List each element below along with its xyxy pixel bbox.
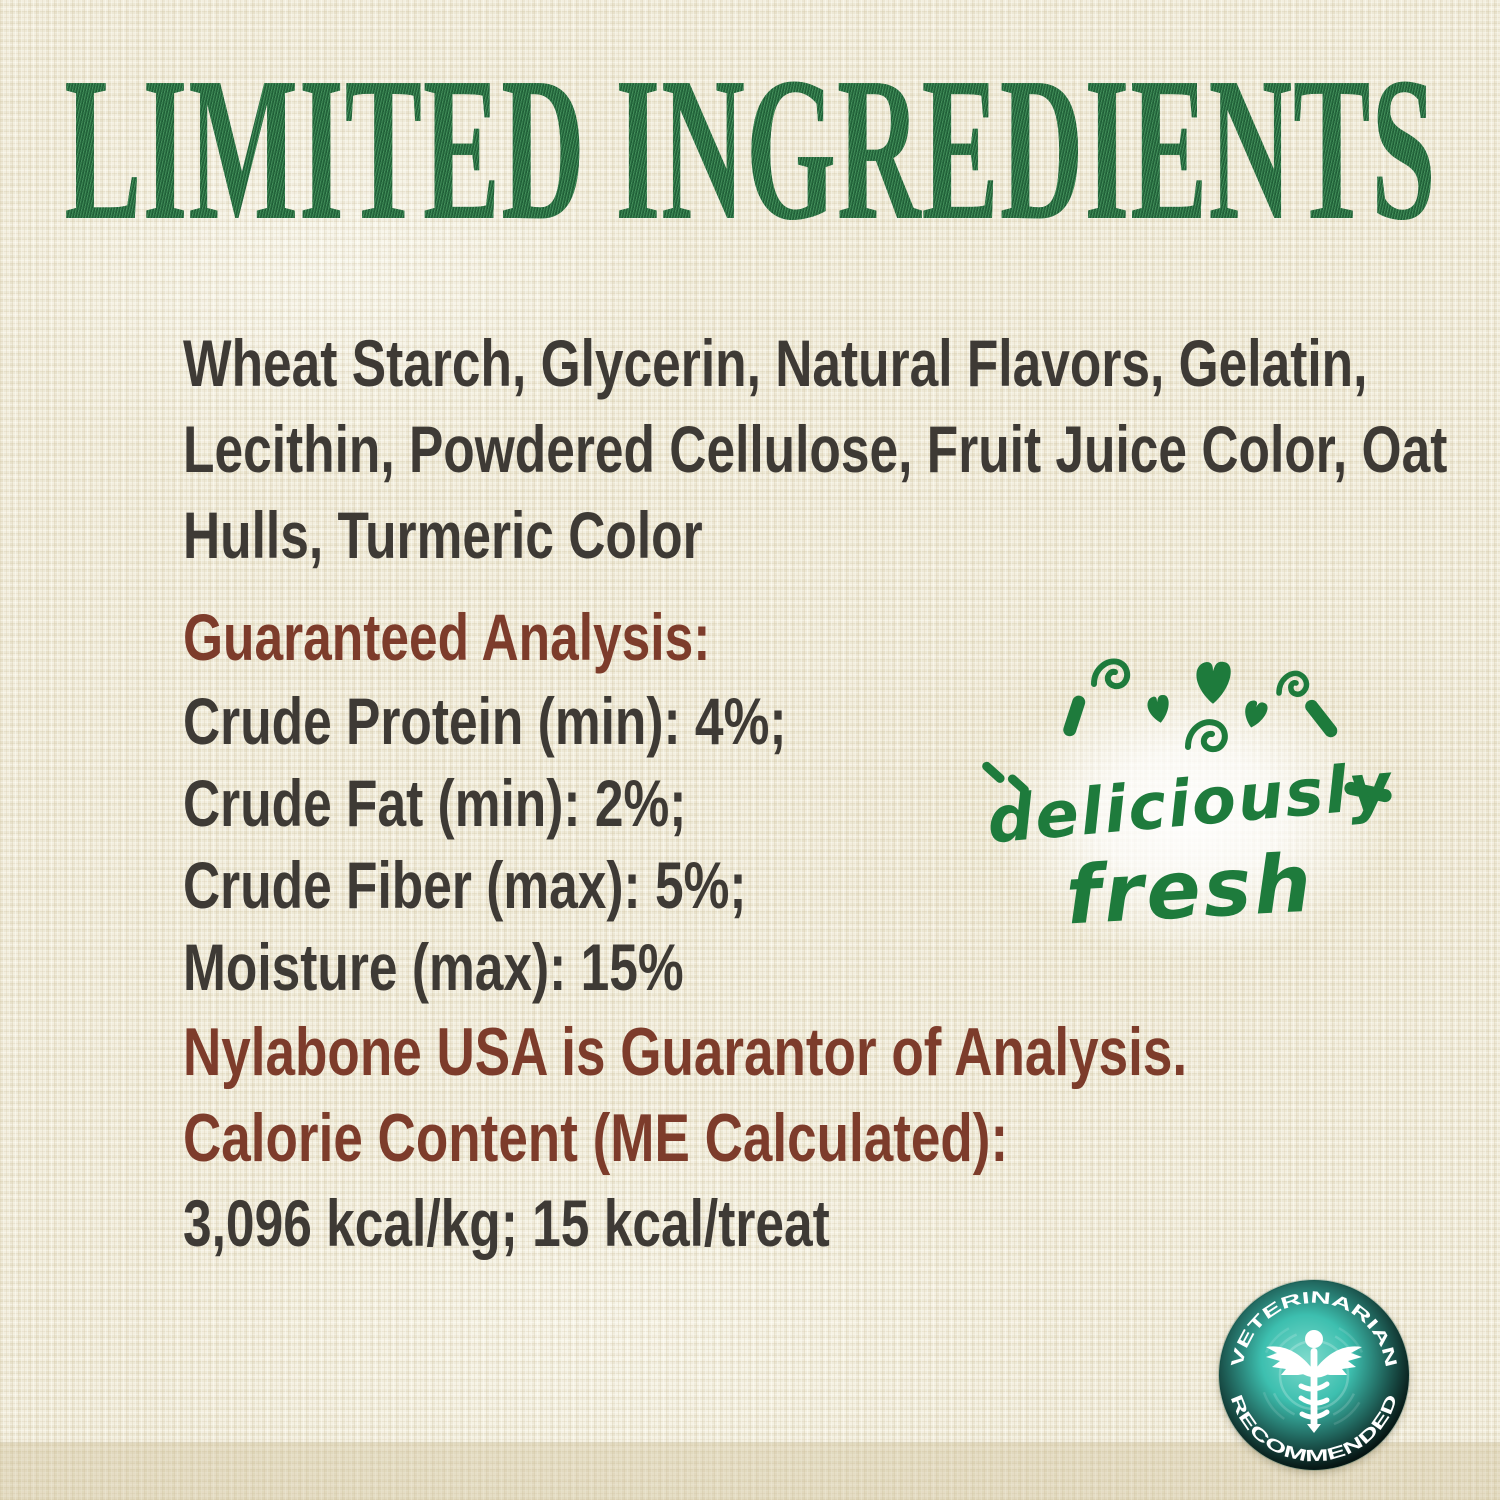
ingredients-line-3: Hulls, Turmeric Color <box>183 498 703 572</box>
caduceus-icon <box>1266 1330 1362 1433</box>
tick-icon <box>982 761 1005 783</box>
page-title: LIMITED INGREDIENTS <box>63 34 1437 263</box>
analysis-row-protein: Crude Protein (min): 4%; <box>183 684 787 758</box>
title-row: LIMITED INGREDIENTS <box>0 46 1500 252</box>
tick-icon <box>1007 774 1029 795</box>
heart-icon <box>1196 661 1231 704</box>
guaranteed-analysis-heading: Guaranteed Analysis: <box>183 600 711 674</box>
heart-icon <box>1245 700 1268 728</box>
spiral-icon <box>1276 670 1310 697</box>
vet-recommended-badge: VETERINARIAN RECOMMENDED <box>1218 1279 1410 1471</box>
dash-icon <box>1344 781 1392 803</box>
ingredients-line-2: Lecithin, Powdered Cellulose, Fruit Juic… <box>183 412 1448 486</box>
spiral-icon <box>1091 658 1131 690</box>
dash-icon <box>1305 699 1338 738</box>
dash-icon <box>1063 695 1086 737</box>
guarantor-line: Nylabone USA is Guarantor of Analysis. <box>183 1014 1188 1090</box>
deliciously-fresh-stamp: deliciously fresh <box>970 632 1410 962</box>
spiral-icon <box>1185 719 1228 753</box>
badge-ring <box>1259 1320 1369 1430</box>
calorie-value: 3,096 kcal/kg; 15 kcal/treat <box>183 1186 830 1260</box>
badge-ring <box>1268 1329 1360 1421</box>
stamp-decorations <box>982 658 1392 803</box>
heart-icon <box>1147 694 1169 723</box>
analysis-row-fat: Crude Fat (min): 2%; <box>183 766 687 840</box>
analysis-row-fiber: Crude Fiber (max): 5%; <box>183 848 747 922</box>
analysis-row-moisture: Moisture (max): 15% <box>183 930 684 1004</box>
calorie-heading: Calorie Content (ME Calculated): <box>183 1100 1009 1176</box>
fabric-shade-band <box>0 1443 1500 1500</box>
ingredients-line-1: Wheat Starch, Glycerin, Natural Flavors,… <box>183 326 1368 400</box>
